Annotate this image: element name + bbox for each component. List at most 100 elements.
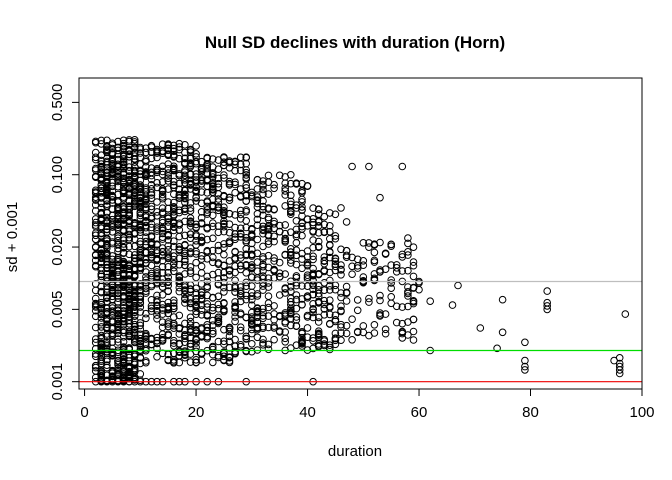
data-point: [130, 338, 139, 347]
data-point: [97, 258, 106, 267]
data-point: [153, 179, 161, 187]
data-point: [170, 324, 178, 333]
data-point: [270, 335, 278, 344]
data-point: [409, 315, 418, 324]
data-point: [186, 285, 195, 293]
data-point: [264, 178, 273, 186]
data-point: [326, 241, 334, 250]
data-point: [309, 290, 317, 299]
data-point: [409, 297, 418, 305]
data-point: [125, 197, 133, 205]
data-point: [136, 184, 145, 192]
data-point: [298, 203, 306, 211]
data-point: [370, 248, 379, 257]
data-point: [114, 166, 122, 175]
data-point: [136, 250, 145, 259]
data-point: [186, 269, 195, 278]
data-point: [114, 162, 122, 170]
data-point: [353, 328, 362, 337]
data-point: [197, 180, 206, 188]
data-point: [259, 286, 267, 294]
data-point: [292, 316, 301, 324]
data-point: [119, 203, 128, 211]
data-point: [130, 169, 139, 177]
data-point: [225, 353, 234, 362]
data-point: [91, 221, 100, 229]
data-point: [415, 279, 423, 287]
data-point: [225, 239, 234, 247]
data-point: [209, 345, 217, 354]
data-point: [292, 180, 301, 188]
data-point: [97, 246, 106, 254]
data-point: [220, 171, 228, 179]
y-tick-label: 0.020: [49, 228, 66, 266]
data-point: [203, 169, 211, 177]
data-point: [231, 255, 239, 264]
data-point: [220, 161, 228, 170]
data-point: [164, 278, 172, 287]
data-point: [103, 217, 111, 225]
data-point: [225, 257, 234, 265]
data-point: [209, 270, 217, 279]
data-point: [114, 314, 122, 323]
data-point: [337, 323, 345, 331]
data-point: [153, 353, 161, 361]
data-point: [125, 146, 133, 155]
data-point: [287, 197, 295, 206]
data-point: [186, 170, 195, 178]
data-point: [97, 203, 106, 212]
data-point: [164, 218, 172, 226]
data-point: [147, 191, 156, 199]
data-point: [303, 271, 312, 280]
data-point: [259, 279, 267, 287]
data-point: [119, 189, 128, 198]
data-point: [370, 275, 379, 284]
data-point: [158, 318, 167, 327]
data-point: [197, 269, 206, 277]
data-point: [253, 318, 262, 327]
data-point: [114, 338, 122, 346]
data-point: [381, 329, 390, 338]
data-point: [103, 361, 111, 370]
data-point: [270, 324, 278, 332]
data-point: [326, 227, 334, 236]
data-point: [147, 271, 156, 280]
data-point: [136, 308, 145, 316]
data-point: [186, 199, 195, 207]
data-point: [114, 203, 122, 212]
data-point: [103, 190, 111, 199]
data-point: [287, 207, 295, 216]
data-point: [220, 306, 228, 315]
data-point: [108, 228, 117, 236]
data-point: [153, 339, 161, 348]
data-point: [236, 261, 245, 270]
data-point: [236, 185, 245, 193]
data-point: [231, 178, 239, 186]
data-point: [220, 240, 228, 248]
data-point: [170, 226, 178, 235]
data-point: [253, 304, 262, 313]
data-point: [136, 263, 145, 272]
data-point: [248, 340, 256, 348]
data-point: [270, 265, 278, 274]
data-point: [97, 208, 106, 217]
data-point: [220, 222, 228, 231]
data-point: [214, 318, 223, 327]
data-point: [348, 336, 356, 344]
data-point: [264, 204, 273, 212]
data-point: [158, 323, 167, 332]
data-point: [209, 306, 217, 315]
data-point: [404, 239, 412, 248]
data-point: [248, 282, 256, 290]
data-point: [242, 197, 250, 205]
data-point: [91, 301, 100, 310]
data-point: [203, 202, 211, 211]
data-point: [142, 287, 150, 296]
data-point: [259, 205, 267, 214]
data-point: [170, 190, 178, 198]
data-point: [147, 340, 156, 349]
data-point: [209, 183, 217, 191]
data-point: [97, 282, 106, 291]
data-point: [103, 213, 111, 222]
